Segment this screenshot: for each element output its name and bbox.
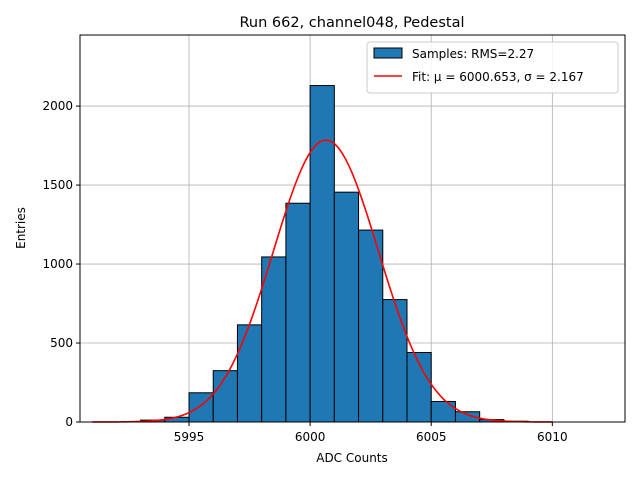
x-tick-label: 6000: [295, 430, 326, 444]
histogram-bar: [236, 324, 263, 423]
histogram-bar: [430, 400, 456, 423]
y-tick-label: 1500: [42, 178, 73, 192]
histogram-bar: [309, 85, 335, 423]
y-tick-label: 0: [65, 415, 73, 429]
legend-swatch-samples: [373, 47, 403, 59]
fit-curve: [92, 139, 553, 423]
legend: Samples: RMS=2.27 Fit: μ = 6000.653, σ =…: [366, 41, 619, 94]
y-tick-label: 500: [50, 336, 73, 350]
x-tick-label: 5995: [174, 430, 205, 444]
histogram-bar: [285, 202, 311, 423]
y-tick-label: 1000: [42, 257, 73, 271]
histogram-bar: [358, 229, 384, 423]
chart-title: Run 662, channel048, Pedestal: [239, 15, 464, 31]
histogram-bar: [333, 191, 360, 423]
x-axis-label: ADC Counts: [316, 451, 388, 465]
legend-box: [366, 41, 619, 94]
x-tick-label: 6005: [416, 430, 447, 444]
x-tick-label: 6010: [537, 430, 568, 444]
histogram-bars: [140, 85, 529, 423]
legend-label-fit: Fit: μ = 6000.653, σ = 2.167: [412, 70, 584, 84]
y-tick-label: 2000: [42, 99, 73, 113]
plot-frame: [79, 34, 626, 423]
histogram-bar: [382, 299, 408, 423]
histogram-bar: [406, 351, 432, 423]
legend-label-samples: Samples: RMS=2.27: [412, 47, 534, 61]
y-axis-label: Entries: [14, 207, 28, 249]
histogram-bar: [261, 256, 287, 423]
axis-ticks: 5995 6000 6005 6010 0 500 1000 1500 2000: [42, 99, 567, 444]
